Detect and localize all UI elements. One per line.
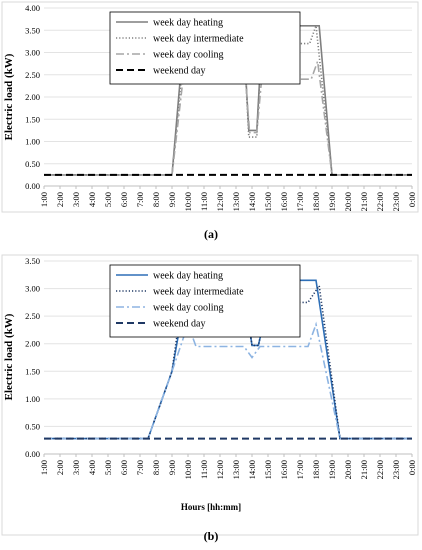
x-tick-label: 4:00 (87, 192, 97, 207)
y-tick-label: 0.50 (25, 159, 40, 169)
legend-box (109, 264, 301, 338)
y-tick-label: 1.00 (25, 137, 40, 147)
y-tick-label: 2.00 (25, 339, 40, 349)
legend-label: weekend day (153, 319, 205, 330)
x-tick-label: 5:00 (103, 192, 113, 207)
x-tick-label: 3:00 (71, 460, 81, 475)
x-tick-label: 0:00 (407, 192, 417, 207)
legend-label: week day intermediate (153, 287, 244, 298)
x-tick-label: 9:00 (167, 192, 177, 207)
x-tick-label: 0:00 (407, 460, 417, 475)
y-tick-label: 3.00 (25, 284, 40, 294)
panel-label: (b) (204, 529, 219, 543)
x-tick-label: 1:00 (39, 460, 49, 475)
x-tick-label: 21:00 (359, 460, 369, 479)
x-tick-label: 10:00 (183, 460, 193, 479)
y-tick-label: 3.00 (25, 48, 40, 58)
x-tick-label: 17:00 (295, 192, 305, 211)
x-tick-label: 17:00 (295, 460, 305, 479)
x-tick-label: 8:00 (151, 460, 161, 475)
x-tick-label: 6:00 (119, 192, 129, 207)
x-tick-label: 23:00 (391, 460, 401, 479)
chart-panel-a: 0.00 0.50 1.00 1.50 2.00 2.50 3.00 3.50 4.00 1:00… (1, 1, 419, 213)
x-tick-label: 10:00 (183, 192, 193, 211)
y-axis-label: Electric load (kW) (3, 53, 15, 140)
legend-label: week day cooling (153, 50, 224, 61)
x-tick-label: 13:00 (231, 192, 241, 211)
x-tick-label: 7:00 (135, 192, 145, 207)
x-tick-label: 19:00 (327, 192, 337, 211)
legend-label: week day heating (153, 18, 223, 29)
x-tick-label: 8:00 (151, 192, 161, 207)
legend-label: week day intermediate (153, 34, 244, 45)
y-tick-label: 2.50 (25, 311, 40, 321)
x-tick-label: 15:00 (263, 460, 273, 479)
x-tick-label: 11:00 (199, 460, 209, 479)
x-tick-label: 16:00 (279, 460, 289, 479)
y-tick-label: 3.50 (25, 25, 40, 35)
x-tick-label: 22:00 (375, 460, 385, 479)
x-tick-label: 9:00 (167, 460, 177, 475)
y-tick-label: 0.00 (25, 181, 40, 191)
y-axis-label: Electric load (kW) (3, 313, 15, 400)
legend-label: week day heating (153, 271, 223, 282)
series-line-week-day-cooling (44, 60, 412, 176)
x-tick-label: 22:00 (375, 192, 385, 211)
x-tick-label: 12:00 (215, 192, 225, 211)
series-line-week-day-cooling (44, 321, 412, 440)
x-tick-label: 19:00 (327, 460, 337, 479)
panel-label: (a) (204, 227, 218, 241)
x-tick-label: 14:00 (247, 460, 257, 479)
legend-label: week day cooling (153, 303, 224, 314)
legend-box (109, 11, 301, 85)
legend-label: weekend day (153, 66, 205, 77)
y-tick-label: 3.50 (25, 256, 40, 266)
x-tick-label: 7:00 (135, 460, 145, 475)
x-tick-label: 16:00 (279, 192, 289, 211)
y-tick-label: 1.00 (25, 394, 40, 404)
chart-panel-b: 0.00 0.50 1.00 1.50 2.00 2.50 3.00 3.50 1:00 2:00… (1, 254, 419, 536)
x-tick-label: 20:00 (343, 192, 353, 211)
x-tick-label: 6:00 (119, 460, 129, 475)
x-tick-label: 18:00 (311, 192, 321, 211)
x-tick-label: 15:00 (263, 192, 273, 211)
y-tick-label: 4.00 (25, 3, 40, 13)
x-tick-label: 12:00 (215, 460, 225, 479)
y-tick-label: 2.50 (25, 70, 40, 80)
x-axis-label: Hours [hh:mm] (181, 502, 241, 512)
series-line-week-day-heating (44, 279, 412, 440)
x-tick-label: 4:00 (87, 460, 97, 475)
x-tick-label: 3:00 (71, 192, 81, 207)
x-tick-label: 11:00 (199, 192, 209, 211)
x-tick-label: 1:00 (39, 192, 49, 207)
y-tick-label: 1.50 (25, 114, 40, 124)
y-tick-label: 1.50 (25, 366, 40, 376)
x-tick-label: 2:00 (55, 192, 65, 207)
y-tick-label: 0.00 (25, 449, 40, 459)
x-tick-label: 20:00 (343, 460, 353, 479)
y-tick-label: 2.00 (25, 92, 40, 102)
x-tick-label: 2:00 (55, 460, 65, 475)
x-tick-label: 23:00 (391, 192, 401, 211)
x-tick-label: 21:00 (359, 192, 369, 211)
x-tick-label: 18:00 (311, 460, 321, 479)
x-tick-label: 5:00 (103, 460, 113, 475)
x-tick-label: 13:00 (231, 460, 241, 479)
x-tick-label: 14:00 (247, 192, 257, 211)
y-tick-label: 0.50 (25, 421, 40, 431)
